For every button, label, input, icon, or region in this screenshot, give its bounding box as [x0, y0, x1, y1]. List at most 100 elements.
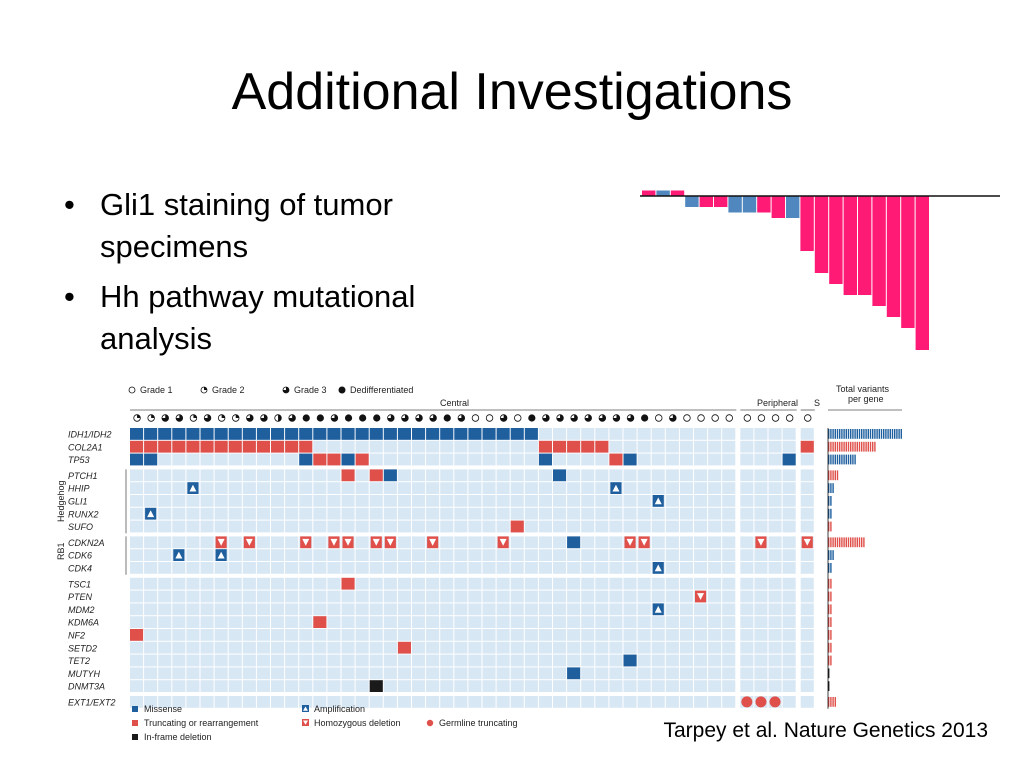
- grid-cell: [214, 520, 228, 533]
- grade-circle: [359, 414, 367, 422]
- deletion-triangle: [640, 538, 648, 546]
- grid-cell: [482, 654, 496, 667]
- grid-cell: [581, 536, 595, 549]
- grid-cell: [172, 667, 186, 680]
- grid-cell: [285, 562, 299, 574]
- missense-cell: [327, 428, 341, 440]
- grade-fill: [542, 414, 550, 422]
- grid-cell: [186, 536, 200, 549]
- grid-cell: [256, 641, 270, 654]
- missense-cell: [369, 428, 383, 440]
- grid-cell: [468, 641, 482, 654]
- grid-cell: [637, 680, 651, 692]
- grid-cell: [708, 428, 722, 440]
- amplification-triangle: [189, 484, 197, 492]
- grid-cell: [800, 482, 814, 494]
- grid-cell: [651, 654, 665, 667]
- truncating-cell: [172, 440, 186, 453]
- grid-cell: [595, 507, 609, 520]
- grid-cell: [496, 641, 510, 654]
- grid-cell: [158, 577, 172, 590]
- grid-cell: [782, 590, 796, 603]
- grid-cell: [581, 641, 595, 654]
- missense-cell: [482, 428, 496, 440]
- total-variant-tick: [828, 521, 830, 532]
- grid-cell: [782, 696, 796, 708]
- total-variant-tick: [832, 537, 834, 548]
- grid-cell: [651, 536, 665, 549]
- grid-cell: [768, 507, 782, 520]
- grid-cell: [754, 667, 768, 680]
- grid-cell: [228, 562, 242, 574]
- grid-cell: [623, 590, 637, 603]
- grid-cell: [313, 549, 327, 561]
- grid-cell: [412, 453, 426, 466]
- grid-cell: [355, 469, 369, 482]
- grid-cell: [130, 616, 144, 628]
- grid-cell: [144, 641, 158, 654]
- grid-cell: [468, 469, 482, 482]
- grid-cell: [426, 469, 440, 482]
- grid-cell: [285, 680, 299, 692]
- truncating-cell: [553, 440, 567, 453]
- grid-cell: [740, 536, 754, 549]
- grid-cell: [708, 641, 722, 654]
- grid-cell: [538, 562, 552, 574]
- grid-cell: [740, 562, 754, 574]
- grid-cell: [768, 654, 782, 667]
- grid-cell: [581, 590, 595, 603]
- grid-cell: [299, 482, 313, 494]
- grid-cell: [271, 469, 285, 482]
- grid-cell: [341, 680, 355, 692]
- grid-cell: [538, 495, 552, 507]
- total-variant-tick: [828, 668, 830, 679]
- grid-cell: [768, 495, 782, 507]
- grid-cell: [800, 590, 814, 603]
- grid-cell: [510, 696, 524, 708]
- missense-cell: [623, 453, 637, 466]
- grid-cell: [694, 453, 708, 466]
- bullet-glyph: •: [64, 279, 75, 314]
- grade-fill: [260, 414, 268, 422]
- total-variant-tick: [828, 470, 830, 481]
- total-variant-tick: [834, 454, 836, 465]
- grid-cell: [581, 654, 595, 667]
- grid-cell: [553, 577, 567, 590]
- grade-circle: [655, 414, 663, 422]
- grid-cell: [524, 520, 538, 533]
- grid-cell: [383, 696, 397, 708]
- grid-cell: [722, 536, 736, 549]
- grid-cell: [595, 453, 609, 466]
- grid-cell: [740, 654, 754, 667]
- grid-cell: [708, 629, 722, 641]
- grid-cell: [538, 696, 552, 708]
- grid-cell: [130, 469, 144, 482]
- truncating-cell: [130, 440, 144, 453]
- grid-cell: [468, 590, 482, 603]
- grid-cell: [285, 549, 299, 561]
- grid-cell: [299, 590, 313, 603]
- waterfall-bar: [901, 196, 915, 328]
- grid-cell: [740, 680, 754, 692]
- grid-cell: [454, 507, 468, 520]
- grid-cell: [327, 680, 341, 692]
- grade-circle: [485, 414, 494, 422]
- total-variant-tick: [836, 470, 839, 481]
- grid-cell: [694, 440, 708, 453]
- grid-cell: [397, 562, 411, 574]
- grid-cell: [524, 562, 538, 574]
- amplification-triangle: [147, 510, 155, 518]
- total-variant-tick: [863, 429, 865, 439]
- grid-cell: [200, 495, 214, 507]
- grid-cell: [144, 469, 158, 482]
- grid-cell: [412, 641, 426, 654]
- grade-fill: [415, 414, 423, 422]
- grid-cell: [782, 428, 796, 440]
- grid-cell: [369, 453, 383, 466]
- missense-cell: [553, 469, 567, 482]
- grid-cell: [158, 667, 172, 680]
- grid-cell: [768, 453, 782, 466]
- grid-cell: [595, 495, 609, 507]
- grade-circle: [711, 414, 719, 422]
- grid-cell: [800, 680, 814, 692]
